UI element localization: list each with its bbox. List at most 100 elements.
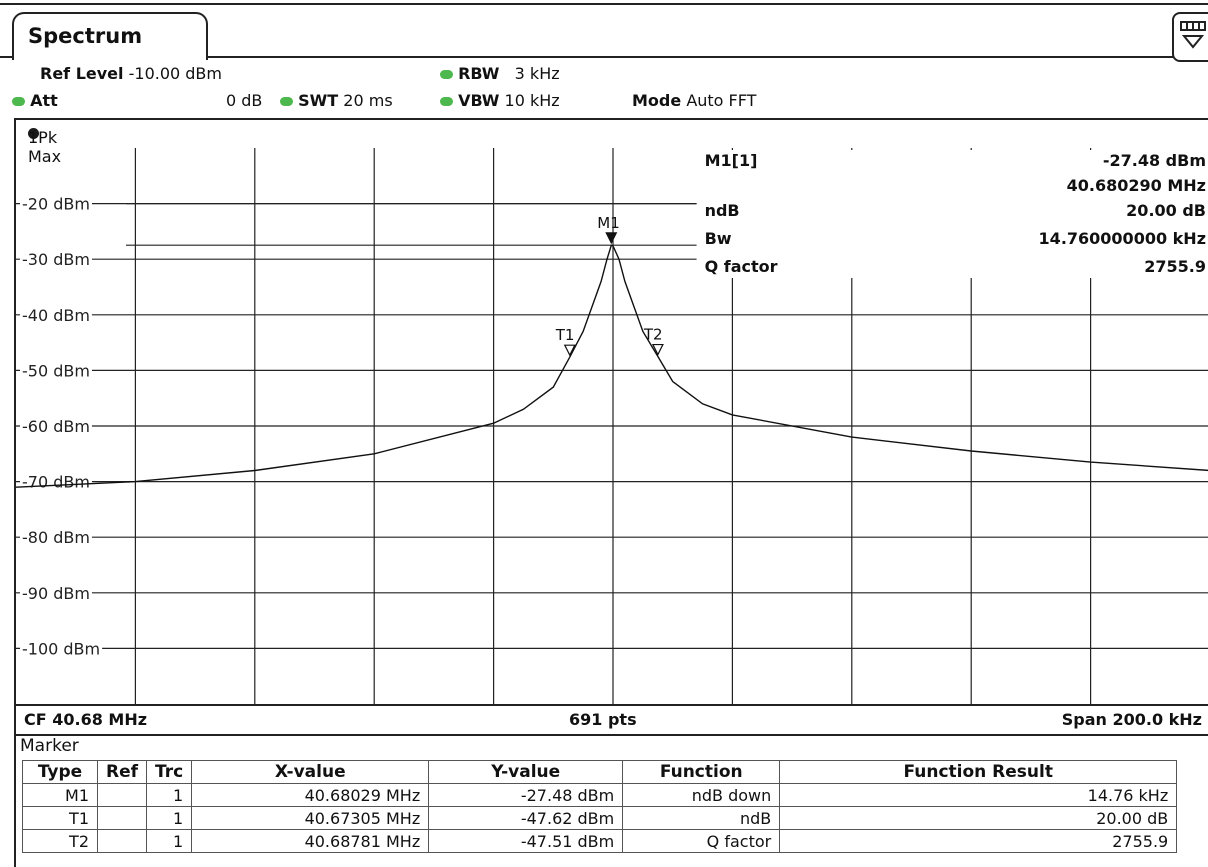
vbw-setting[interactable]: VBW 10 kHz (440, 91, 560, 110)
marker-info-label: Bw (705, 229, 732, 248)
window-menu-button[interactable] (1172, 12, 1208, 62)
tab-label: Spectrum (28, 24, 143, 48)
table-row[interactable]: T2 1 40.68781 MHz -47.51 dBm Q factor 27… (22, 829, 1178, 853)
marker-info-value: 20.00 dB (1126, 201, 1206, 220)
swt-label: SWT (298, 91, 339, 110)
table-row[interactable]: T1 1 40.67305 MHz -47.62 dBm ndB 20.00 d… (22, 806, 1178, 830)
column-header[interactable]: Ref (96, 760, 148, 784)
marker-table: Type Ref Trc X-value Y-value Function Fu… (22, 760, 1178, 853)
y-tick-label: -40 dBm (22, 306, 90, 325)
tick-label-background (20, 639, 103, 659)
marker-m1-label: M1 (597, 214, 620, 232)
tick-label-background (20, 528, 92, 548)
cell-y: -47.62 dBm (428, 806, 624, 830)
tab-spectrum[interactable]: Spectrum (12, 12, 208, 60)
att-setting[interactable]: Att (12, 91, 58, 110)
marker-info-label: ndB (705, 201, 740, 220)
cell-function: Q factor (622, 829, 781, 853)
cell-trc: 1 (146, 829, 193, 853)
window-menu-icon (1180, 21, 1206, 49)
tick-label-background (20, 361, 92, 381)
column-header[interactable]: Function (622, 760, 781, 784)
center-frequency[interactable]: CF 40.68 MHz (24, 710, 148, 729)
cell-type: T1 (22, 806, 98, 830)
status-led-icon (440, 97, 453, 106)
tab-baseline (204, 56, 1208, 58)
cell-function: ndB down (622, 783, 781, 807)
cell-x: 40.67305 MHz (191, 806, 430, 830)
cell-trc: 1 (146, 783, 193, 807)
cell-ref (96, 829, 148, 853)
column-header[interactable]: Type (22, 760, 98, 784)
column-header[interactable]: Y-value (428, 760, 624, 784)
att-label: Att (30, 91, 58, 110)
ref-level[interactable]: Ref Level -10.00 dBm (40, 64, 222, 83)
cell-result: 14.76 kHz (779, 783, 1178, 807)
cell-ref (96, 806, 148, 830)
plot-footer: CF 40.68 MHz 691 pts Span 200.0 kHz (14, 704, 1208, 736)
rbw-label: RBW (458, 64, 500, 83)
cell-trc: 1 (146, 806, 193, 830)
ref-level-label: Ref Level (40, 64, 124, 83)
table-row[interactable]: M1 1 40.68029 MHz -27.48 dBm ndB down 14… (22, 783, 1178, 807)
cell-y: -47.51 dBm (428, 829, 624, 853)
trace-header: 1Pk Max (14, 118, 1208, 166)
cell-y: -27.48 dBm (428, 783, 624, 807)
mode-label: Mode (632, 91, 682, 110)
cell-type: T2 (22, 829, 98, 853)
tick-label-background (20, 305, 92, 325)
att-value: 0 dB (226, 91, 263, 110)
y-tick-label: -80 dBm (22, 528, 90, 547)
status-led-icon (280, 97, 293, 106)
column-header[interactable]: X-value (191, 760, 430, 784)
marker-info-label: Q factor (705, 257, 778, 276)
marker-table-title: Marker (20, 736, 79, 756)
spectrum-chart[interactable]: -20 dBm -30 dBm -40 dBm -50 dBm -60 dBm -70 d… (15, 148, 1208, 704)
cell-result: 2755.9 (779, 829, 1178, 853)
marker-info-label: M1[1] (705, 151, 758, 170)
swt-value: 20 ms (343, 91, 393, 110)
rbw-setting[interactable]: RBW 3 kHz (440, 64, 560, 83)
swt-setting[interactable]: SWT 20 ms (280, 91, 393, 110)
sweep-points[interactable]: 691 pts (569, 710, 637, 729)
y-tick-label: -20 dBm (22, 195, 90, 214)
marker-t2-label: T2 (643, 326, 663, 344)
marker-info-value: -27.48 dBm (1103, 151, 1206, 170)
cell-result: 20.00 dB (779, 806, 1178, 830)
tick-label-background (20, 583, 92, 603)
vbw-label: VBW (458, 91, 500, 110)
trace-indicator-icon (28, 128, 39, 139)
marker-table-panel: Marker Type Ref Trc X-value Y-value Func… (14, 734, 1208, 867)
cell-function: ndB (622, 806, 781, 830)
marker-t1-label: T1 (555, 326, 575, 344)
marker-t2-symbol (651, 343, 664, 356)
y-tick-label: -30 dBm (22, 250, 90, 269)
column-header[interactable]: Function Result (779, 760, 1178, 784)
marker-info-value: 40.680290 MHz (1067, 176, 1206, 195)
y-tick-label: -50 dBm (22, 361, 90, 380)
mode-setting[interactable]: Mode Auto FFT (632, 91, 756, 110)
vbw-value: 10 kHz (504, 91, 560, 110)
marker-t1-symbol (563, 344, 576, 357)
cell-type: M1 (22, 783, 98, 807)
tick-label-background (20, 417, 92, 436)
column-header[interactable]: Trc (146, 760, 193, 784)
marker-info-background (696, 150, 1208, 278)
status-led-icon (12, 97, 25, 106)
marker-info-value: 2755.9 (1144, 257, 1206, 276)
y-tick-label: -90 dBm (22, 584, 90, 603)
tab-baseline (0, 56, 14, 58)
y-tick-label: -60 dBm (22, 417, 90, 436)
top-border (0, 3, 1208, 5)
marker-m1-symbol (605, 232, 618, 245)
y-tick-label: -70 dBm (22, 473, 90, 492)
rbw-value: 3 kHz (514, 64, 560, 83)
tick-label-background (20, 194, 92, 214)
cell-x: 40.68781 MHz (191, 829, 430, 853)
spectrum-plot[interactable]: -20 dBm -30 dBm -40 dBm -50 dBm -60 dBm -70 d… (14, 148, 1208, 704)
ref-level-value: -10.00 dBm (128, 64, 222, 83)
span[interactable]: Span 200.0 kHz (1061, 710, 1202, 729)
cell-x: 40.68029 MHz (191, 783, 430, 807)
marker-info-value: 14.760000000 kHz (1039, 229, 1206, 248)
cell-ref (96, 783, 148, 807)
